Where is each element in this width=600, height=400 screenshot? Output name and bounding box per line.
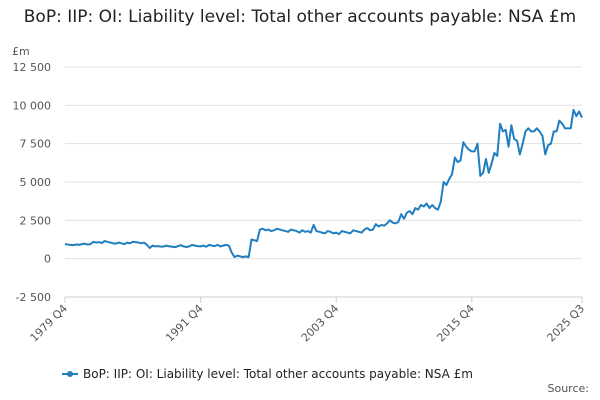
y-tick-label: 12 500 — [13, 61, 52, 74]
legend-label: BoP: IIP: OI: Liability level: Total oth… — [83, 367, 473, 381]
x-tick-label: 2025 Q3 — [545, 302, 588, 345]
line — [64, 108, 583, 259]
x-tick-label: 1991 Q4 — [163, 302, 206, 345]
x-tick-label: 2003 Q4 — [299, 302, 342, 345]
x-tick-label: 2015 Q4 — [434, 302, 477, 345]
y-tick-label: 7 500 — [20, 138, 52, 151]
y-tick-label: 2 500 — [20, 214, 52, 227]
y-tick-label: 10 000 — [13, 99, 52, 112]
source: Source: — [548, 382, 590, 395]
y-tick-label: 5 000 — [20, 176, 52, 189]
x-tick-label: 1979 Q4 — [28, 302, 71, 345]
y-axis-label: £m — [12, 45, 30, 58]
chart-title: BoP: IIP: OI: Liability level: Total oth… — [23, 7, 577, 27]
y-tick-label: -2 500 — [16, 291, 51, 304]
legend-marker — [67, 371, 73, 377]
y-tick-label: 0 — [44, 253, 51, 266]
